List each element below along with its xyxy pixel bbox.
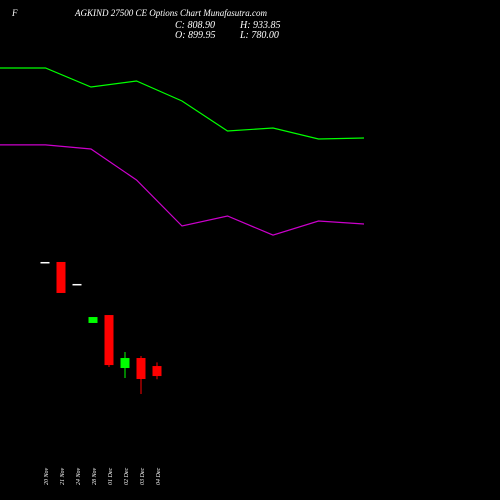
ohlc-high: H: 933.85 bbox=[239, 20, 281, 31]
chart-title: AGKIND 27500 CE Options Chart Munafasutr… bbox=[74, 8, 268, 18]
x-tick-label: 21 Nov bbox=[60, 467, 66, 485]
candle-body bbox=[104, 315, 114, 366]
title-prefix: F bbox=[11, 8, 18, 18]
candle-body bbox=[56, 261, 66, 293]
x-tick-label: 01 Dec bbox=[108, 468, 114, 485]
candle-body bbox=[120, 358, 130, 369]
ohlc-open: O: 899.95 bbox=[175, 30, 216, 41]
ma-line bbox=[0, 67, 365, 140]
candle-body bbox=[136, 358, 146, 380]
candle-body bbox=[72, 283, 82, 286]
x-tick-label: 04 Dec bbox=[155, 468, 162, 485]
x-tick-label: 03 Dec bbox=[140, 468, 146, 485]
candle-body bbox=[152, 366, 162, 377]
candle-body bbox=[40, 261, 50, 264]
ohlc-low: L: 780.00 bbox=[239, 30, 279, 41]
x-tick-label: 24 Nov bbox=[75, 467, 82, 485]
candle-body bbox=[88, 317, 98, 323]
ohlc-close: C: 808.90 bbox=[175, 20, 215, 31]
x-tick-label: 28 Nov bbox=[92, 467, 98, 485]
x-tick-label: 02 Dec bbox=[124, 468, 130, 485]
x-tick-label: 20 Nov bbox=[44, 467, 50, 485]
ma-line bbox=[0, 144, 365, 236]
